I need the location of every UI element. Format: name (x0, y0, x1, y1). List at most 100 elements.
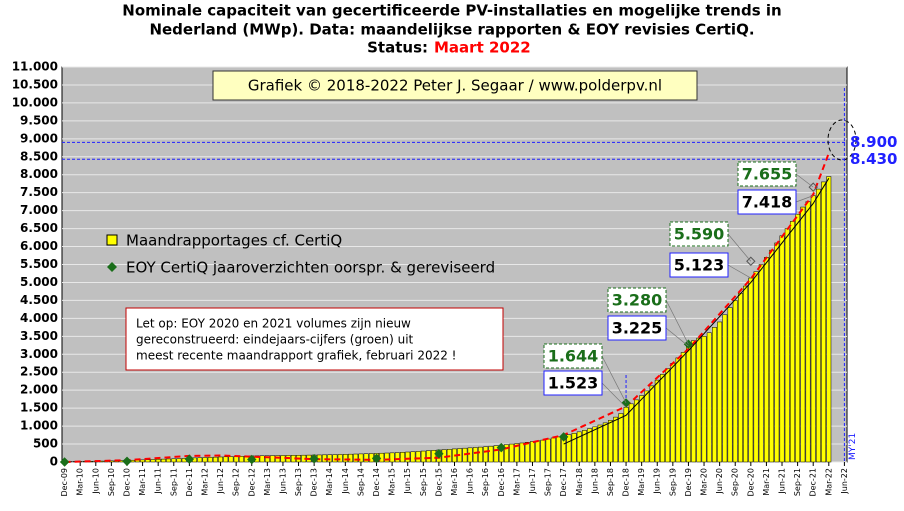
x-tick-label: Mar-21 (762, 468, 771, 496)
y-tick-label: 3.000 (20, 347, 58, 361)
bar (514, 443, 520, 463)
bar (353, 453, 359, 463)
eoy-marker (59, 457, 70, 467)
bar (696, 337, 702, 463)
y-tick-label: 2.500 (20, 365, 58, 379)
bar (722, 314, 728, 463)
marker-label: MY'21 (848, 433, 858, 460)
x-tick-label: Sep-18 (606, 468, 615, 496)
legend-swatch (106, 234, 118, 246)
x-tick-label: Jun-12 (216, 468, 225, 495)
x-tick-label: Sep-13 (294, 468, 303, 496)
bar (524, 442, 530, 463)
x-tick-label: Mar-22 (824, 468, 833, 496)
x-tick-label: Sep-16 (481, 468, 490, 496)
bar (670, 363, 676, 463)
annotation-label: 3.225 (612, 319, 663, 338)
annotation-label: 5.123 (674, 256, 725, 275)
bar (613, 416, 619, 463)
bar (743, 285, 749, 463)
annotation-box (543, 370, 603, 396)
x-tick-label: Mar-10 (76, 468, 85, 496)
bar (618, 413, 624, 463)
y-tick-label: 1.000 (20, 419, 58, 433)
annotation-label: 7.655 (742, 165, 793, 184)
bar (212, 456, 218, 463)
bar (176, 458, 182, 463)
y-tick-label: 0 (50, 455, 58, 469)
bar (628, 403, 634, 463)
bar (810, 195, 816, 463)
x-tick-label: Sep-17 (544, 468, 553, 496)
bar (597, 424, 603, 463)
bar (660, 374, 665, 463)
bar (337, 454, 343, 463)
annotation-label: 3.280 (612, 291, 663, 310)
bar (410, 451, 416, 463)
bar (504, 444, 509, 463)
bar (363, 453, 369, 463)
x-tick-label: Dec-12 (247, 468, 256, 497)
bar (582, 430, 587, 463)
bar (358, 453, 364, 463)
x-tick-label: Jun-13 (278, 468, 287, 495)
bar (228, 456, 234, 463)
bar (493, 445, 499, 463)
reference-label: 8.430 (850, 150, 897, 168)
copyright: Grafiek © 2018-2022 Peter J. Segaar / ww… (248, 77, 662, 95)
bar (634, 399, 639, 463)
legend-swatch (107, 262, 117, 272)
bar (587, 428, 593, 463)
highlight-ellipse (827, 119, 857, 161)
x-tick-label: Sep-19 (668, 468, 677, 496)
eoy-marker (746, 256, 756, 266)
x-tick-label: Mar-18 (575, 468, 584, 496)
x-tick-label: Jun-17 (528, 468, 537, 495)
note: Let op: EOY 2020 en 2021 volumes zijn ni… (136, 317, 411, 331)
x-tick-label: Jun-19 (653, 468, 662, 495)
x-tick-label: Sep-11 (169, 468, 178, 496)
bar (727, 307, 733, 463)
bar (405, 451, 411, 463)
y-tick-label: 9.500 (20, 113, 58, 127)
y-tick-label: 4.000 (20, 311, 58, 325)
bar (576, 431, 582, 463)
eoy-marker (247, 454, 257, 465)
bar (556, 436, 561, 463)
y-tick-label: 6.000 (20, 239, 58, 253)
x-tick-label: Jun-22 (840, 468, 849, 495)
trend-line (563, 178, 830, 445)
annotation-leader (601, 382, 627, 408)
bar (779, 235, 785, 463)
bar (784, 228, 790, 463)
annotation-leader (795, 195, 814, 203)
bar (509, 443, 515, 463)
bar (737, 292, 743, 463)
y-tick-label: 8.000 (20, 167, 58, 181)
y-tick-label: 3.500 (20, 329, 58, 343)
bar (550, 437, 556, 463)
bar (519, 442, 525, 463)
bar (472, 447, 478, 463)
copyright-box (212, 70, 698, 101)
bar (602, 422, 608, 463)
bar (774, 242, 780, 463)
x-tick-label: Dec-17 (559, 468, 568, 497)
annotation-box (669, 221, 729, 247)
y-tick-label: 6.500 (20, 221, 58, 235)
legend-label: EOY CertiQ jaaroverzichten oorspr. & ger… (126, 259, 495, 277)
x-tick-label: Dec-13 (310, 468, 319, 497)
bar (166, 458, 172, 463)
bar (140, 459, 146, 463)
bar (270, 455, 275, 463)
bar (332, 454, 338, 463)
x-tick-label: Jun-18 (590, 468, 599, 495)
bar (384, 452, 390, 463)
x-tick-label: Dec-20 (746, 468, 755, 497)
bar (691, 340, 697, 463)
bar (566, 434, 572, 463)
x-tick-label: Sep-21 (793, 468, 802, 496)
x-tick-label: Sep-20 (731, 468, 740, 496)
x-tick-label: Mar-11 (138, 468, 147, 496)
y-tick-label: 4.500 (20, 293, 58, 307)
